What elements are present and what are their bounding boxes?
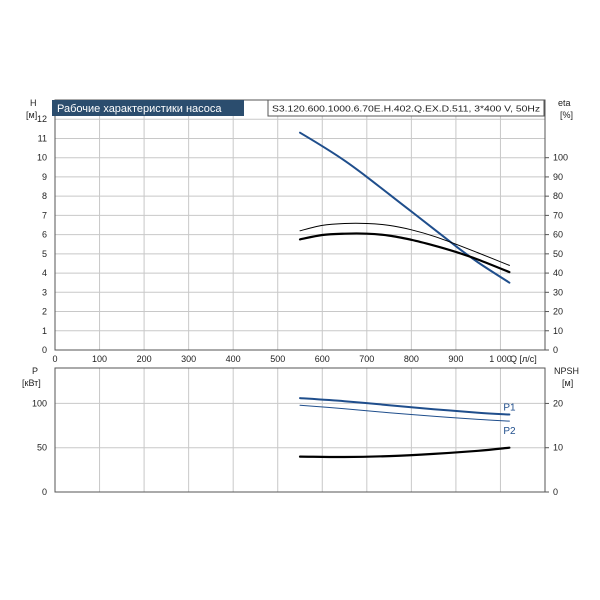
series-line-curve-2 xyxy=(298,446,511,459)
x-tick-label: 500 xyxy=(270,354,285,364)
y-tick-label-right: 0 xyxy=(553,345,558,355)
chart-title: Рабочие характеристики насоса xyxy=(57,103,222,115)
x-tick-label: 900 xyxy=(448,354,463,364)
y-tick-label-right: 0 xyxy=(553,487,558,497)
title-bar xyxy=(52,100,244,116)
y-tick-label-left: 4 xyxy=(42,268,47,278)
x-tick-label: 800 xyxy=(404,354,419,364)
y-tick-label-left: 6 xyxy=(42,230,47,240)
y-tick-label-left: 12 xyxy=(37,114,47,124)
y-tick-label-left: 10 xyxy=(37,153,47,163)
y-tick-label-left: 11 xyxy=(38,133,47,143)
y-axis-right-unit: [%] xyxy=(560,110,573,120)
y-axis-left-unit: [м] xyxy=(26,110,37,120)
y-tick-label-left: 50 xyxy=(37,443,47,453)
x-tick-label: 400 xyxy=(226,354,241,364)
x-tick-label: 100 xyxy=(92,354,107,364)
x-tick-label: 300 xyxy=(181,354,196,364)
y-axis-right-unit: [м] xyxy=(562,378,573,388)
series-line-curve-0 xyxy=(299,131,511,284)
y-tick-label-left: 2 xyxy=(42,307,47,317)
y-tick-label-right: 30 xyxy=(553,287,563,297)
x-tick-label: 1 000 xyxy=(489,354,512,364)
series-label-p2: P2 xyxy=(503,426,516,437)
y-tick-label-right: 90 xyxy=(553,172,563,182)
y-tick-label-right: 40 xyxy=(553,268,563,278)
bottom-panel-grid xyxy=(55,368,545,492)
y-tick-label-right: 100 xyxy=(553,153,568,163)
x-tick-label: 0 xyxy=(52,354,57,364)
y-tick-label-left: 1 xyxy=(42,326,47,336)
series-line-curve-2 xyxy=(298,232,511,274)
y-tick-label-left: 100 xyxy=(32,398,47,408)
x-tick-label: 200 xyxy=(137,354,152,364)
y-tick-label-right: 80 xyxy=(553,191,563,201)
bottom-panel-frame xyxy=(54,367,546,493)
series-line-curve-1 xyxy=(299,222,510,266)
y-tick-label-left: 3 xyxy=(42,287,47,297)
y-tick-label-right: 10 xyxy=(553,443,563,453)
y-tick-label-left: 0 xyxy=(42,487,47,497)
x-axis-label: Q [л/с] xyxy=(510,354,537,364)
y-tick-label-right: 60 xyxy=(553,230,563,240)
y-tick-label-right: 50 xyxy=(553,249,563,259)
x-tick-label: 700 xyxy=(359,354,374,364)
y-tick-label-left: 7 xyxy=(42,210,47,220)
y-tick-label-right: 70 xyxy=(553,210,563,220)
y-tick-label-left: 5 xyxy=(42,249,47,259)
x-tick-label: 600 xyxy=(315,354,330,364)
y-tick-label-right: 20 xyxy=(553,307,563,317)
top-panel-series xyxy=(298,131,511,284)
y-tick-label-right: 20 xyxy=(553,398,563,408)
series-label-p1: P1 xyxy=(503,403,516,414)
y-axis-left-label: H xyxy=(30,98,37,108)
top-panel-grid xyxy=(55,100,545,350)
series-line-p2 xyxy=(299,404,510,422)
y-axis-left-unit: [кВт] xyxy=(22,378,41,388)
y-axis-left-label: P xyxy=(32,366,38,376)
y-tick-label-right: 10 xyxy=(553,326,563,336)
bottom-panel-series: P1 P2 xyxy=(298,397,516,459)
y-axis-right-label: NPSH xyxy=(554,366,579,376)
y-tick-label-left: 0 xyxy=(42,345,47,355)
model-box xyxy=(267,99,545,117)
y-tick-label-left: 8 xyxy=(42,191,47,201)
model-label: S3.120.600.1000.6.70E.H.402.Q.EX.D.511, … xyxy=(272,104,540,114)
series-line-p1 xyxy=(299,397,511,416)
bottom-panel-ticks: 0 50 100 0 10 20 xyxy=(32,398,563,497)
y-tick-label-left: 9 xyxy=(42,172,47,182)
y-axis-right-label: eta xyxy=(558,98,571,108)
